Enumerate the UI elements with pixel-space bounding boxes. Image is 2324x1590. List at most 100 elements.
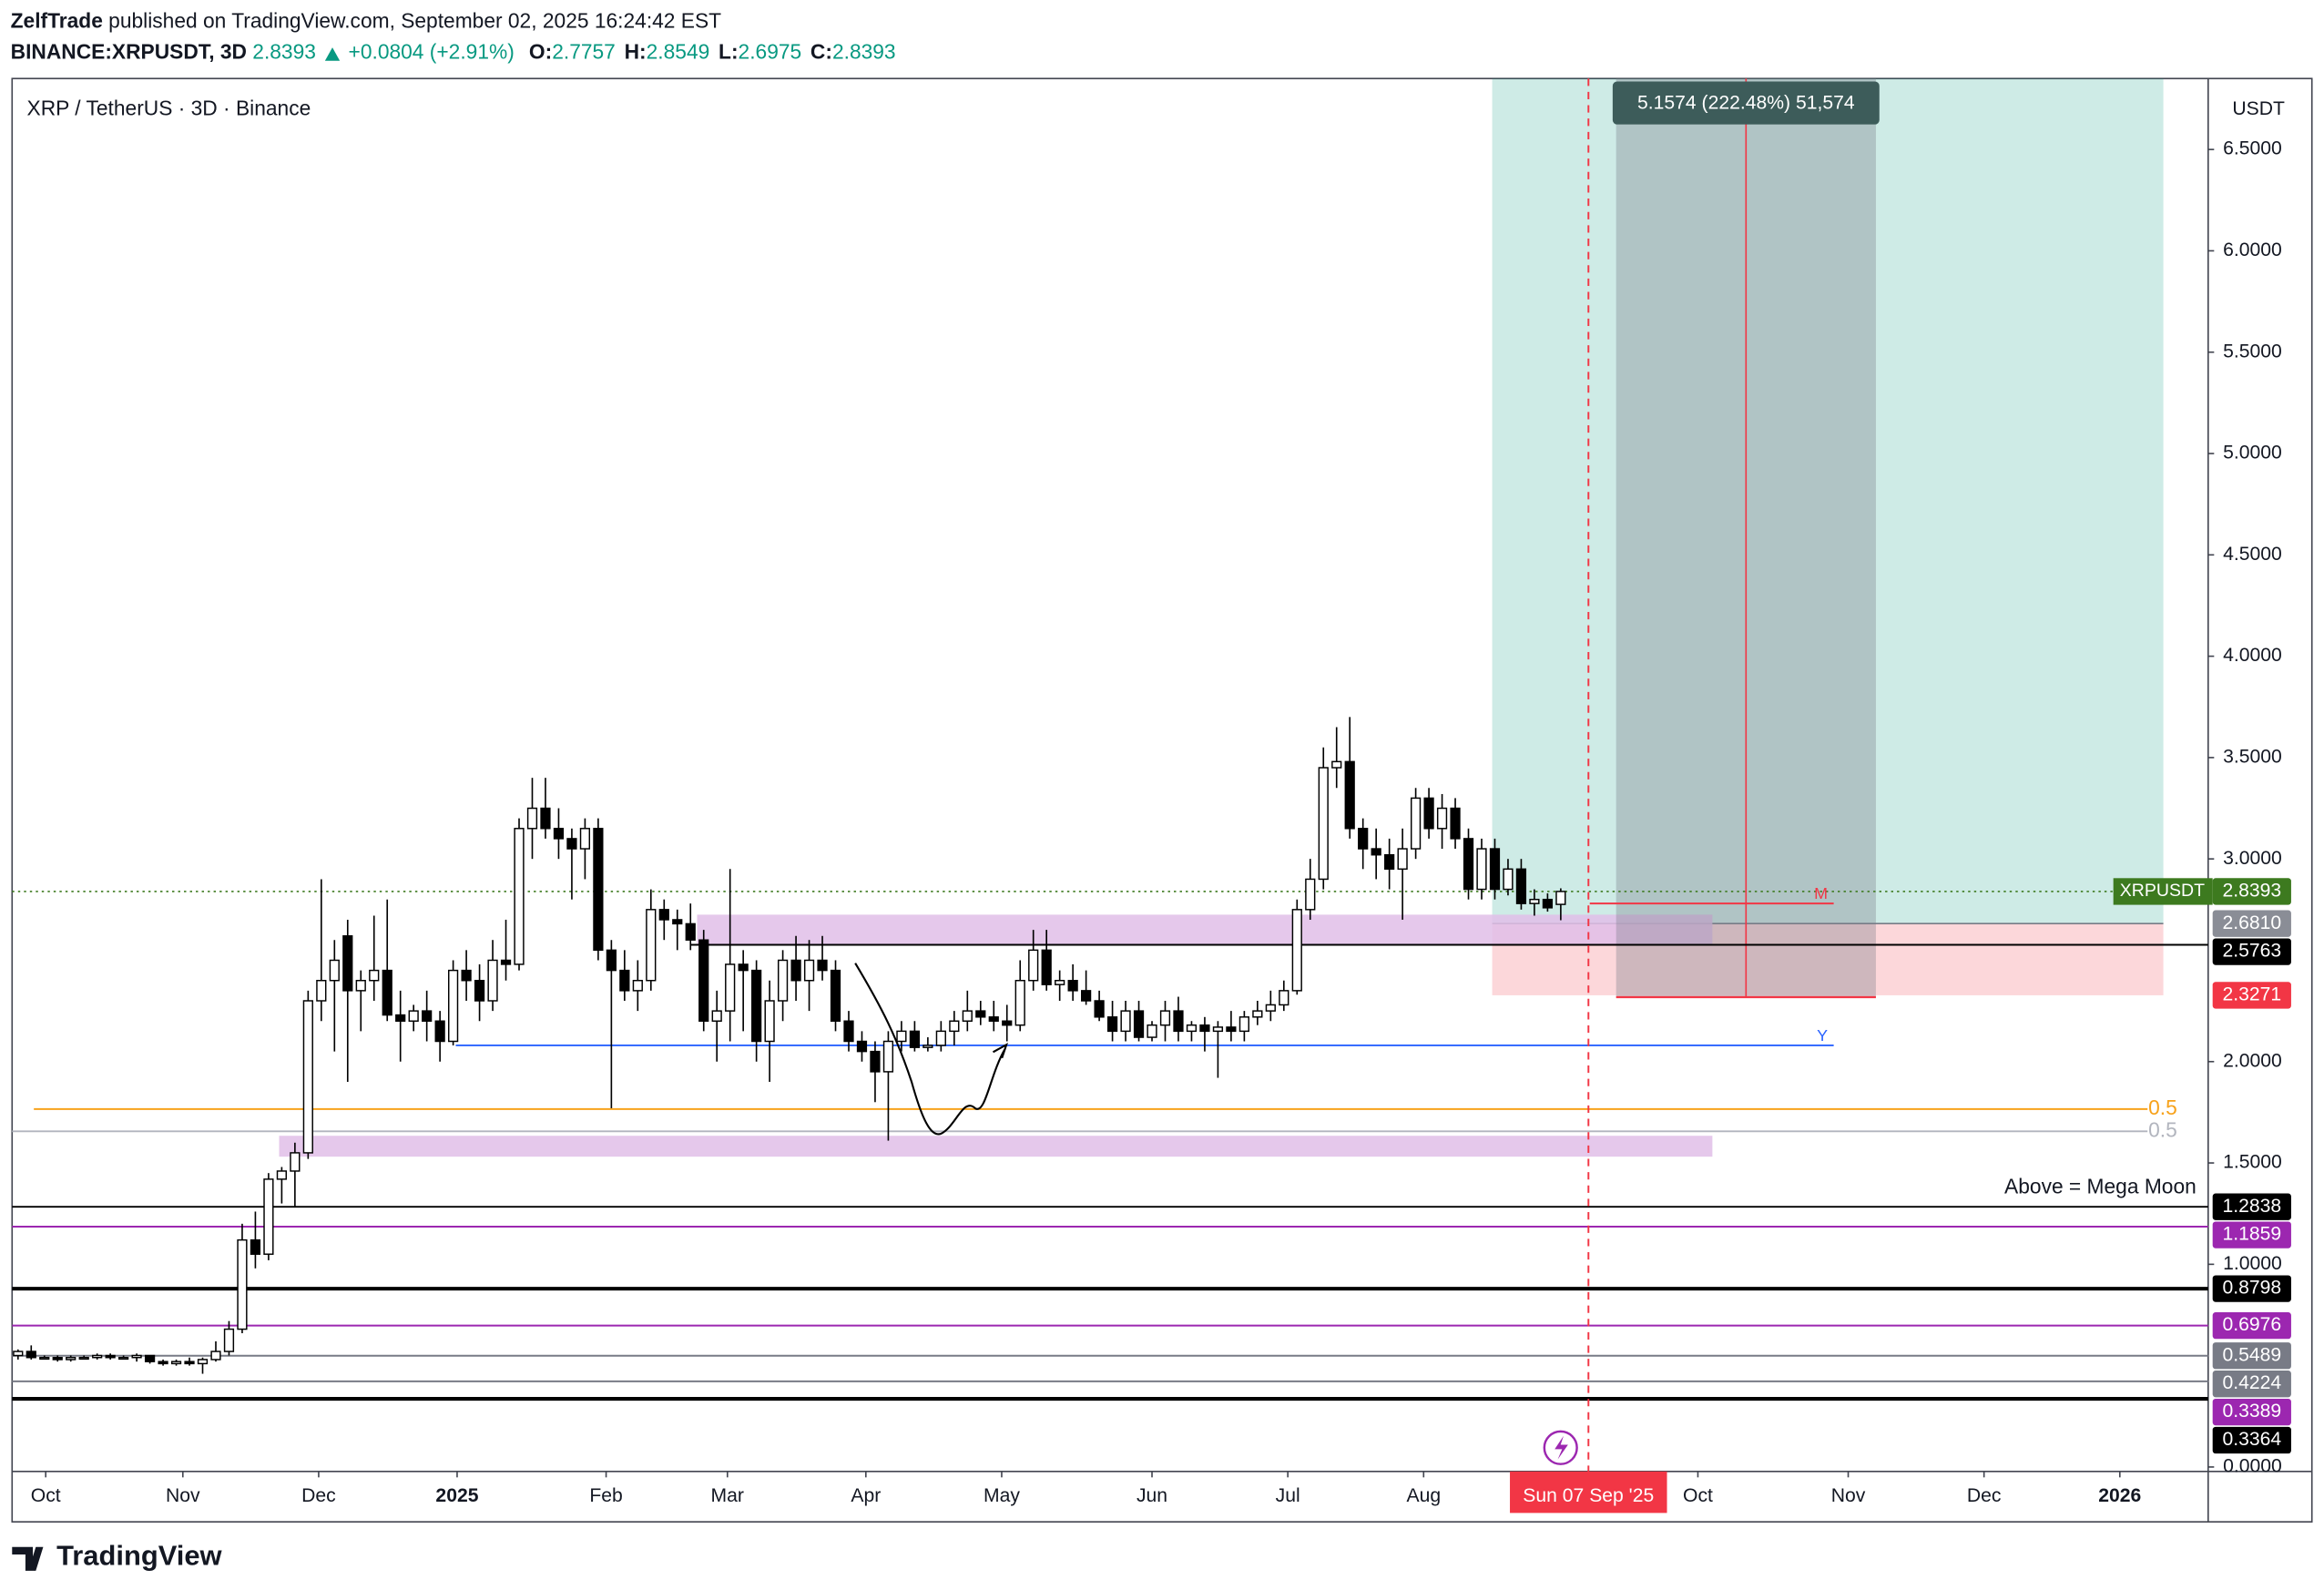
candle-body [949, 1020, 960, 1033]
ohlc-value: 2.8549 [647, 40, 710, 64]
ohlc-value: 2.6975 [739, 40, 802, 64]
y-tick-label: 4.0000 [2223, 645, 2282, 666]
symbol-line: BINANCE:XRPUSDT, 3D 2.8393 +0.0804 (+2.9… [11, 40, 896, 64]
candle-body [1358, 828, 1369, 850]
x-tick-label: Feb [589, 1485, 622, 1506]
level-label: 2.5763 [2222, 941, 2281, 962]
candle-body [935, 1030, 946, 1046]
level-label-box [2212, 1371, 2291, 1398]
ohlc [324, 47, 341, 61]
candle-body [395, 1014, 406, 1022]
drawing-arrow [992, 1042, 1009, 1059]
x-tick-label: May [984, 1485, 1020, 1506]
level-label: 1.1859 [2222, 1224, 2281, 1245]
candle-body [434, 1020, 445, 1043]
candle-body [316, 979, 327, 1002]
zone [279, 1136, 1713, 1157]
candle-body [1318, 767, 1329, 881]
x-tick-label: Apr [851, 1485, 881, 1506]
candle-body [1002, 1020, 1013, 1026]
frame [11, 77, 2313, 1523]
candle-body [1067, 979, 1078, 992]
candle-body [619, 969, 630, 992]
axis-unit: USDT [2232, 98, 2285, 119]
last-price: 2.8393 [252, 40, 316, 64]
candle-body [448, 969, 459, 1043]
ohlc-value: 2.7757 [552, 40, 616, 64]
level-label: 1.2838 [2222, 1196, 2281, 1217]
candle-body [1094, 1000, 1105, 1018]
logo [12, 1546, 44, 1571]
level-label-box [2212, 1193, 2291, 1220]
candle-body [1173, 1010, 1184, 1033]
ohlc-label: C: [810, 40, 832, 64]
candle-body [1515, 868, 1527, 904]
candle-body [197, 1359, 209, 1365]
candle-body [500, 959, 512, 965]
level-label: 0.5489 [2222, 1344, 2281, 1365]
candle-body [39, 1356, 50, 1361]
hline-label: Y [1817, 1026, 1828, 1045]
y-tick-label: 4.5000 [2223, 544, 2282, 565]
candle-body [52, 1356, 63, 1361]
level-label: 0.4224 [2222, 1372, 2281, 1393]
candle-body [487, 959, 498, 1002]
candle-body [685, 922, 696, 941]
candle-body [13, 1350, 24, 1357]
level-label: 0.3389 [2222, 1401, 2281, 1422]
x-tick-label: Jul [1276, 1485, 1300, 1506]
candle-body [1476, 848, 1487, 891]
candle-body [1014, 979, 1025, 1026]
legend-box [2113, 878, 2213, 905]
candle-body [1410, 797, 1422, 850]
y-tick-label: 1.0000 [2223, 1253, 2282, 1274]
candle-body [1212, 1026, 1224, 1033]
candle-body [276, 1170, 287, 1180]
x-tick-label: Oct [1683, 1485, 1713, 1506]
candle-body [579, 828, 591, 850]
candle-body [1226, 1026, 1237, 1033]
candle-body [1291, 909, 1302, 992]
candle-body [263, 1178, 274, 1255]
header-line: ZelfTrade published on TradingView.com, … [11, 8, 722, 32]
candle-body [1463, 838, 1474, 891]
candle-body [1489, 848, 1501, 891]
position-target [1492, 78, 2164, 924]
candle-body [1384, 853, 1395, 871]
candle-body [329, 959, 340, 982]
y-tick-label: 5.5000 [2223, 341, 2282, 362]
y-tick-label: 6.5000 [2223, 138, 2282, 159]
candle-body [962, 1010, 973, 1022]
x-tick-label: Aug [1406, 1485, 1441, 1506]
candle-body [1397, 848, 1408, 871]
candle-body [751, 969, 762, 1043]
candle-body [646, 909, 657, 982]
level-label: 2.6810 [2222, 912, 2281, 933]
candle-body [606, 949, 617, 972]
level-label-box [2212, 982, 2291, 1009]
candle-body [290, 1152, 301, 1172]
candle-body [988, 1016, 999, 1022]
candle-body [1344, 760, 1355, 830]
candle-body [158, 1361, 168, 1365]
level-label-box [2212, 1312, 2291, 1340]
candle-body [1133, 1010, 1145, 1038]
candle-body [92, 1354, 103, 1359]
author: ZelfTrade [11, 8, 103, 32]
ohlc-label: H: [625, 40, 647, 64]
candle-body [909, 1030, 921, 1048]
candle-body [1305, 878, 1316, 911]
level-label: 0.3364 [2222, 1429, 2281, 1450]
candle-body [738, 963, 749, 972]
level-label-box [2212, 1275, 2291, 1302]
level-label: 2.3271 [2222, 984, 2281, 1005]
ohlc-label: L: [719, 40, 739, 64]
level-label: 0.8798 [2222, 1278, 2281, 1299]
candle-body [711, 1010, 722, 1022]
plot: XRP / TetherUS · 3D · Binance USDT 0.50.5 Y… [12, 78, 2291, 1514]
x-tick-label: 2025 [435, 1485, 478, 1506]
x-tick-label: Dec [1967, 1485, 2002, 1506]
candle-body [896, 1030, 907, 1043]
candle-body [593, 828, 604, 952]
candle-body [830, 969, 841, 1022]
